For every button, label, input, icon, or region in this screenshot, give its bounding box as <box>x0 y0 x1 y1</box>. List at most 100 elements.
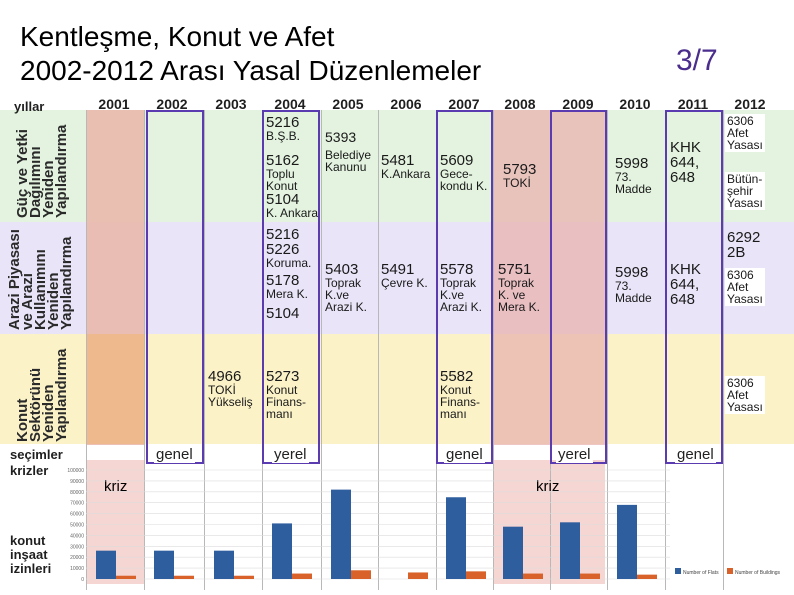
grid-line <box>204 110 205 590</box>
law-number: 5793 <box>503 161 537 178</box>
law-5998-row2: 5998 73. Madde <box>615 265 652 304</box>
legend-swatch <box>727 568 733 574</box>
election-label-2004: yerel <box>272 446 309 463</box>
law-name: Toprak <box>498 276 535 290</box>
bar-buildings-2006 <box>408 572 428 579</box>
law-number: 5481 <box>381 152 415 169</box>
law-name: Konut <box>440 383 472 397</box>
law-name: Koruma. <box>266 256 312 270</box>
law-name: Belediye <box>325 148 372 162</box>
law-name: Arazi K. <box>440 300 483 314</box>
election-label-2007: genel <box>444 446 485 463</box>
law-5998: 5998 73. Madde <box>615 156 652 195</box>
law-number: 6306 <box>727 268 754 282</box>
law-5578: 5578 Toprak K.ve Arazi K. <box>440 262 482 313</box>
law-name: Çevre K. <box>381 276 428 290</box>
law-number: 5216 <box>266 114 300 131</box>
law-name: manı <box>266 407 293 421</box>
law-name: Konut <box>266 383 298 397</box>
law-number: 5162 <box>266 152 300 169</box>
law-butunsehir: Bütün- şehir Yasası <box>725 172 765 210</box>
year-header: 2007 <box>448 96 480 112</box>
crises-label: krizler <box>10 463 49 478</box>
y-tick-label: 50000 <box>70 523 84 529</box>
law-name: Afet <box>727 388 749 402</box>
year-header: 2005 <box>332 96 364 112</box>
law-5273: 5273 Konut Finans- manı <box>266 369 306 420</box>
law-name: K.ve <box>325 288 350 302</box>
election-label-2002: genel <box>154 446 195 463</box>
law-name: Mera K. <box>498 300 541 314</box>
permits-label-line: izinleri <box>10 561 52 576</box>
y-tick-label: 10000 <box>70 566 84 572</box>
year-header: 2001 <box>98 96 130 112</box>
law-5393: 5393 Belediye Kanunu <box>325 130 372 174</box>
row1-label: Güç ve Yetki Dağılımını Yeniden Yapıland… <box>14 125 70 218</box>
grid-line <box>607 110 608 590</box>
law-name: Yükseliş <box>208 395 253 409</box>
law-name: TOKİ <box>503 176 531 190</box>
law-number: 6306 <box>727 114 754 128</box>
law-name: Madde <box>615 291 652 305</box>
permits-label-line: konut <box>10 533 46 548</box>
law-5609: 5609 Gece- kondu K. <box>440 153 487 192</box>
row3-label: Konut Sektörünü Yeniden Yapılandırma <box>14 349 70 442</box>
law-5216-5226: 5216 5226 Koruma. 5178 Mera K. 5104 <box>266 227 311 321</box>
y-tick-label: 30000 <box>70 544 84 550</box>
law-name: Konut <box>266 179 298 193</box>
law-name: Arazi K. <box>325 300 368 314</box>
law-name: Toprak <box>440 276 477 290</box>
law-number: 5998 <box>615 264 649 281</box>
election-frame-2002 <box>146 110 204 464</box>
law-number: 5582 <box>440 368 474 385</box>
law-name: Yasası <box>727 400 763 414</box>
law-5793: 5793 TOKİ <box>503 162 536 189</box>
bar-flats-2007 <box>446 497 466 579</box>
y-tick-label: 40000 <box>70 533 84 539</box>
year-header: 2003 <box>215 96 247 112</box>
bar-flats-2003 <box>214 550 234 579</box>
law-6292: 6292 2B <box>727 230 760 260</box>
law-name: Bütün- <box>727 172 763 186</box>
law-4966: 4966 TOKİ Yükseliş <box>208 369 253 408</box>
bar-buildings-2004 <box>292 573 312 579</box>
row2-label: Arazi Piyasası ve Arazi Kullanımını Yeni… <box>6 229 75 330</box>
law-5751: 5751 Toprak K. ve Mera K. <box>498 262 540 313</box>
elections-label: seçimler <box>10 447 63 462</box>
law-number: 5104 <box>266 191 300 208</box>
bar-flats-2009 <box>560 522 580 579</box>
law-number: 648 <box>670 169 696 186</box>
law-number: 644, <box>670 276 700 293</box>
grid-line <box>144 110 145 590</box>
law-number: 5273 <box>266 368 300 385</box>
bar-flats-2008 <box>503 526 523 579</box>
law-6306: 6306 Afet Yasası <box>725 114 765 152</box>
law-name: Yasası <box>727 138 763 152</box>
bar-buildings-2007 <box>466 571 486 579</box>
law-number: 5491 <box>381 261 415 278</box>
law-name: Toplu <box>266 167 295 181</box>
bar-flats-2005 <box>331 489 351 579</box>
law-name: manı <box>440 407 467 421</box>
bar-flats-2002 <box>154 550 174 579</box>
law-number: 5216 <box>266 226 300 243</box>
law-name: Finans- <box>440 395 481 409</box>
y-tick-label: 60000 <box>70 512 84 518</box>
row-label-line: Yapılandırma <box>58 236 75 330</box>
years-label: yıllar <box>14 99 45 114</box>
law-name: Afet <box>727 280 749 294</box>
crisis-column-2001-row3 <box>86 334 144 444</box>
law-name: Gece- <box>440 167 473 181</box>
law-name: K.ve <box>440 288 465 302</box>
law-name: K.Ankara <box>381 167 431 181</box>
law-6306-row2: 6306 Afet Yasası <box>725 268 765 306</box>
bar-flats-2010 <box>617 504 637 579</box>
bar-buildings-2009 <box>580 573 600 579</box>
law-name: Madde <box>615 182 652 196</box>
grid-line <box>493 110 494 590</box>
law-name: Kanunu <box>325 160 367 174</box>
year-header: 2011 <box>677 96 709 112</box>
y-tick-label: 20000 <box>70 555 84 561</box>
law-name: K. ve <box>498 288 526 302</box>
law-number: KHK <box>670 261 701 278</box>
